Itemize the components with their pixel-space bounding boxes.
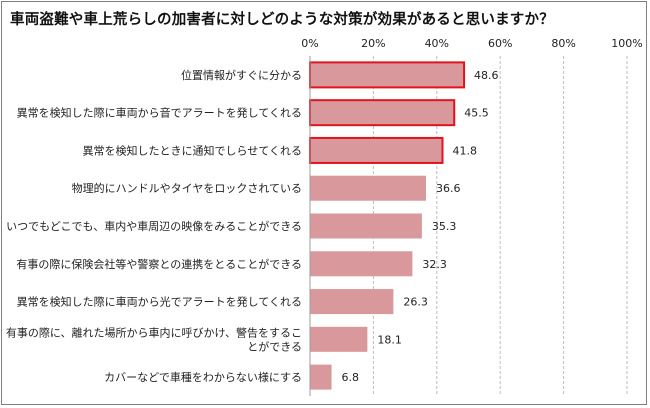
data-label: 32.3 xyxy=(422,258,447,271)
category-label: いつでもどこでも、車内や車周辺の映像をみることができる xyxy=(6,219,302,233)
x-tick-label: 60% xyxy=(488,37,512,50)
bar xyxy=(310,251,413,277)
data-label: 48.6 xyxy=(474,69,499,82)
category-label: 物理的にハンドルやタイヤをロックされている xyxy=(72,181,302,195)
bar xyxy=(309,99,456,127)
data-label: 26.3 xyxy=(403,296,428,309)
data-label: 35.3 xyxy=(432,220,457,233)
x-tick-label: 100% xyxy=(611,37,642,50)
category-label: とができる xyxy=(247,339,302,353)
category-label: 異常を検知したときに通知でしらせてくれる xyxy=(83,143,302,157)
data-label: 36.6 xyxy=(436,182,461,195)
x-tick-label: 20% xyxy=(361,37,385,50)
category-label: 異常を検知した際に車両から音でアラートを発してくれる xyxy=(17,106,302,120)
category-label: カバーなどで車種をわからない様にする xyxy=(104,370,302,384)
data-label: 41.8 xyxy=(453,144,478,157)
category-label: 有事の際に、離れた場所から車内に呼びかけ、警告をするこ xyxy=(6,325,302,339)
bar xyxy=(309,61,466,89)
bar xyxy=(310,364,332,390)
bar xyxy=(310,326,368,352)
category-label: 有事の際に保険会社等や警察との連携をとることができる xyxy=(16,257,302,271)
category-label: 位置情報がすぐに分かる xyxy=(181,68,302,82)
chart-title: 車両盗難や車上荒らしの加害者に対しどのような対策が効果があると思いますか？ xyxy=(10,12,554,28)
data-label: 6.8 xyxy=(342,371,360,384)
x-tick-label: 80% xyxy=(551,37,575,50)
bar xyxy=(310,213,422,239)
data-label: 45.5 xyxy=(464,107,489,120)
bar xyxy=(310,175,427,201)
category-label: 異常を検知した際に車両から光でアラートを発してくれる xyxy=(17,295,302,309)
data-label: 18.1 xyxy=(377,333,402,346)
bar xyxy=(309,136,444,164)
bar xyxy=(310,289,394,315)
x-tick-label: 40% xyxy=(425,37,449,50)
x-tick-label: 0% xyxy=(301,37,318,50)
